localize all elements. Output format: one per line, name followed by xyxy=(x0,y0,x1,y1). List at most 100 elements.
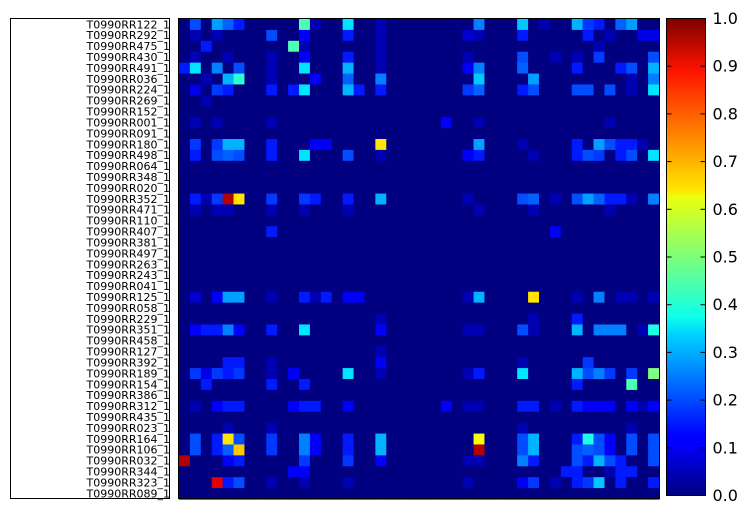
heatmap-cell xyxy=(386,346,398,358)
heatmap-cell xyxy=(462,477,475,489)
heatmap-cell xyxy=(222,204,235,216)
heatmap-cell xyxy=(637,324,649,336)
heatmap-cell xyxy=(397,466,409,478)
heatmap-cell xyxy=(560,280,573,293)
heatmap-cell xyxy=(408,193,420,206)
row-label: T0990RR498_1 xyxy=(86,149,171,162)
heatmap-cell xyxy=(266,139,278,151)
heatmap-cell xyxy=(582,248,595,260)
heatmap-cell xyxy=(179,128,191,140)
heatmap-cell xyxy=(560,171,573,184)
heatmap-cell xyxy=(299,51,311,64)
heatmap-cell xyxy=(200,248,213,260)
heatmap-cell xyxy=(179,193,191,206)
heatmap-cell xyxy=(429,215,442,227)
heatmap-cell xyxy=(266,477,278,489)
heatmap-cell xyxy=(244,182,256,195)
heatmap-cell xyxy=(353,193,366,206)
heatmap-cell xyxy=(364,139,376,151)
heatmap-cell xyxy=(386,368,398,380)
heatmap-cell xyxy=(484,259,496,271)
heatmap-cell xyxy=(189,139,202,151)
heatmap-cell xyxy=(331,139,344,151)
heatmap-cell xyxy=(309,466,322,478)
heatmap-cell xyxy=(582,477,595,489)
heatmap-cell xyxy=(244,95,256,107)
heatmap-cell xyxy=(549,73,562,86)
heatmap-cell xyxy=(408,269,420,282)
heatmap-cell xyxy=(189,106,202,118)
heatmap-cell xyxy=(255,149,267,162)
heatmap-cell xyxy=(604,302,616,315)
heatmap-cell xyxy=(648,62,660,75)
heatmap-cell xyxy=(179,95,191,107)
heatmap-cell xyxy=(604,444,616,456)
heatmap-cell xyxy=(528,193,540,206)
heatmap-cell xyxy=(451,488,464,500)
heatmap-cell xyxy=(200,95,213,107)
heatmap-cell xyxy=(200,280,213,293)
heatmap-cell xyxy=(353,259,366,271)
heatmap-cell xyxy=(179,182,191,195)
heatmap-cell xyxy=(179,411,191,424)
heatmap-cell xyxy=(200,19,213,31)
heatmap-cell xyxy=(440,324,453,336)
heatmap-cell xyxy=(331,29,344,42)
heatmap-cell xyxy=(309,389,322,402)
heatmap-cell xyxy=(233,335,246,347)
heatmap-cell xyxy=(560,117,573,129)
heatmap-cell xyxy=(408,62,420,75)
heatmap-cell xyxy=(615,357,627,369)
heatmap-cell xyxy=(648,128,660,140)
heatmap-cell xyxy=(266,291,278,304)
row-label: T0990RR180_1 xyxy=(86,138,171,151)
heatmap-cell xyxy=(386,422,398,435)
heatmap-cell xyxy=(484,160,496,173)
heatmap-cell xyxy=(266,433,278,446)
heatmap-cell xyxy=(244,302,256,315)
heatmap-cell xyxy=(615,411,627,424)
heatmap-cell xyxy=(375,357,387,369)
heatmap-cell xyxy=(364,149,376,162)
heatmap-cell xyxy=(419,411,431,424)
heatmap-cell xyxy=(331,433,344,446)
heatmap-cell xyxy=(593,368,606,380)
heatmap-cell xyxy=(342,389,355,402)
heatmap-cell xyxy=(440,19,453,31)
heatmap-cell xyxy=(626,477,638,489)
heatmap-cell xyxy=(506,95,518,107)
heatmap-cell xyxy=(648,259,660,271)
heatmap-cell xyxy=(615,324,627,336)
heatmap-cell xyxy=(397,477,409,489)
heatmap-cell xyxy=(593,237,606,249)
heatmap-cell xyxy=(539,324,551,336)
heatmap-cell xyxy=(255,422,267,435)
heatmap-cell xyxy=(549,40,562,53)
heatmap-cell xyxy=(615,237,627,249)
heatmap-cell xyxy=(364,84,376,96)
heatmap-cell xyxy=(473,204,486,216)
heatmap-cell xyxy=(233,280,246,293)
heatmap-cell xyxy=(408,84,420,96)
heatmap-cell xyxy=(375,444,387,456)
heatmap-cell xyxy=(440,128,453,140)
heatmap-cell xyxy=(582,346,595,358)
heatmap-cell xyxy=(626,106,638,118)
heatmap-cell xyxy=(517,182,529,195)
heatmap-cell xyxy=(582,488,595,500)
heatmap-cell xyxy=(375,466,387,478)
heatmap-cell xyxy=(331,259,344,271)
heatmap-cell xyxy=(473,193,486,206)
heatmap-cell xyxy=(440,106,453,118)
heatmap-cell xyxy=(549,313,562,326)
heatmap-cell xyxy=(244,379,256,391)
heatmap-cell xyxy=(299,389,311,402)
heatmap-cell xyxy=(200,84,213,96)
heatmap-cell xyxy=(462,379,475,391)
heatmap-cell xyxy=(222,182,235,195)
heatmap-cell xyxy=(484,19,496,31)
heatmap-cell xyxy=(255,291,267,304)
heatmap-cell xyxy=(266,237,278,249)
heatmap-cell xyxy=(342,95,355,107)
heatmap-cell xyxy=(582,128,595,140)
